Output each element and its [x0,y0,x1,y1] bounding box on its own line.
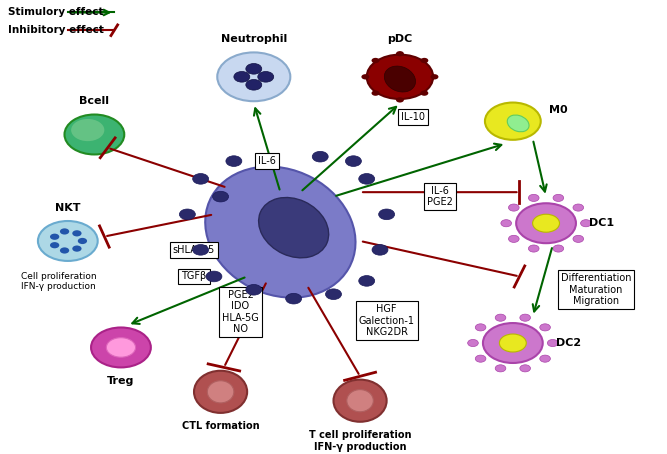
Text: Neutrophil: Neutrophil [221,34,287,44]
Circle shape [495,314,506,321]
Circle shape [476,324,486,331]
Circle shape [580,220,591,227]
Circle shape [60,247,69,254]
Circle shape [179,209,195,220]
Circle shape [325,289,342,300]
Circle shape [246,79,261,90]
Circle shape [50,242,59,248]
Circle shape [217,52,290,101]
Circle shape [500,334,526,352]
Text: NKT: NKT [55,203,81,213]
Circle shape [396,97,404,103]
Circle shape [193,173,209,184]
Ellipse shape [347,390,374,412]
Circle shape [78,238,87,244]
Ellipse shape [205,167,356,298]
Ellipse shape [259,197,329,258]
Circle shape [65,114,124,154]
Circle shape [508,235,519,242]
Circle shape [528,194,539,202]
Text: sHLA-G5: sHLA-G5 [173,245,215,255]
Ellipse shape [194,371,247,413]
Circle shape [38,221,97,261]
Circle shape [106,338,135,357]
Circle shape [71,119,104,141]
Circle shape [367,54,433,99]
Circle shape [516,203,576,243]
Circle shape [379,209,395,220]
Circle shape [359,173,375,184]
Text: IL-10: IL-10 [402,112,425,122]
Circle shape [50,234,59,240]
Circle shape [495,365,506,372]
Circle shape [540,324,550,331]
Text: HGF
Galection-1
NKG2DR: HGF Galection-1 NKG2DR [359,304,415,337]
Circle shape [234,71,250,82]
Circle shape [430,74,438,79]
Ellipse shape [384,66,416,92]
Text: Cell proliferation
IFN-γ production: Cell proliferation IFN-γ production [21,272,97,291]
Circle shape [508,204,519,211]
Text: DC2: DC2 [556,338,581,348]
Text: T cell proliferation: T cell proliferation [309,429,412,439]
Circle shape [483,323,543,363]
Circle shape [372,245,388,255]
Circle shape [72,230,81,237]
Ellipse shape [334,380,387,422]
Text: pDC: pDC [388,34,413,44]
Circle shape [540,355,550,362]
Text: DC1: DC1 [589,218,614,228]
Circle shape [91,327,151,367]
Circle shape [206,271,222,282]
Circle shape [226,156,242,167]
Circle shape [476,355,486,362]
Circle shape [468,340,478,346]
Circle shape [396,51,404,56]
Text: Differentiation
Maturation
Migration: Differentiation Maturation Migration [561,273,631,306]
Circle shape [548,340,558,346]
Circle shape [359,276,375,286]
Circle shape [533,214,560,232]
Circle shape [285,293,301,304]
Circle shape [372,58,380,63]
Text: Treg: Treg [107,376,135,386]
Text: IFN-γ production: IFN-γ production [313,442,406,452]
Circle shape [485,103,541,140]
Text: IL-6
PGE2: IL-6 PGE2 [427,186,453,207]
Text: PGE2
IDO
HLA-5G
NO: PGE2 IDO HLA-5G NO [222,290,259,334]
Ellipse shape [508,115,529,132]
Text: Stimulory effect: Stimulory effect [8,7,103,18]
Circle shape [312,151,328,162]
Circle shape [553,194,564,202]
Circle shape [420,90,428,96]
Circle shape [193,245,209,255]
Text: IL-6: IL-6 [258,156,276,166]
Text: M0: M0 [550,105,568,115]
Circle shape [372,90,380,96]
Circle shape [246,285,261,295]
Circle shape [528,245,539,252]
Circle shape [520,314,530,321]
Circle shape [573,204,584,211]
Circle shape [520,365,530,372]
Circle shape [573,235,584,242]
Circle shape [420,58,428,63]
Circle shape [362,74,370,79]
Ellipse shape [207,381,234,403]
Circle shape [213,191,229,202]
Circle shape [72,246,81,252]
Text: TGFβ: TGFβ [181,271,207,281]
Circle shape [257,71,273,82]
Text: CTL formation: CTL formation [182,421,259,431]
Circle shape [60,228,69,235]
Text: Inhibitory effect: Inhibitory effect [8,25,104,35]
Circle shape [346,156,362,167]
Circle shape [246,64,261,74]
Circle shape [501,220,512,227]
Text: Bcell: Bcell [79,96,109,106]
Circle shape [553,245,564,252]
